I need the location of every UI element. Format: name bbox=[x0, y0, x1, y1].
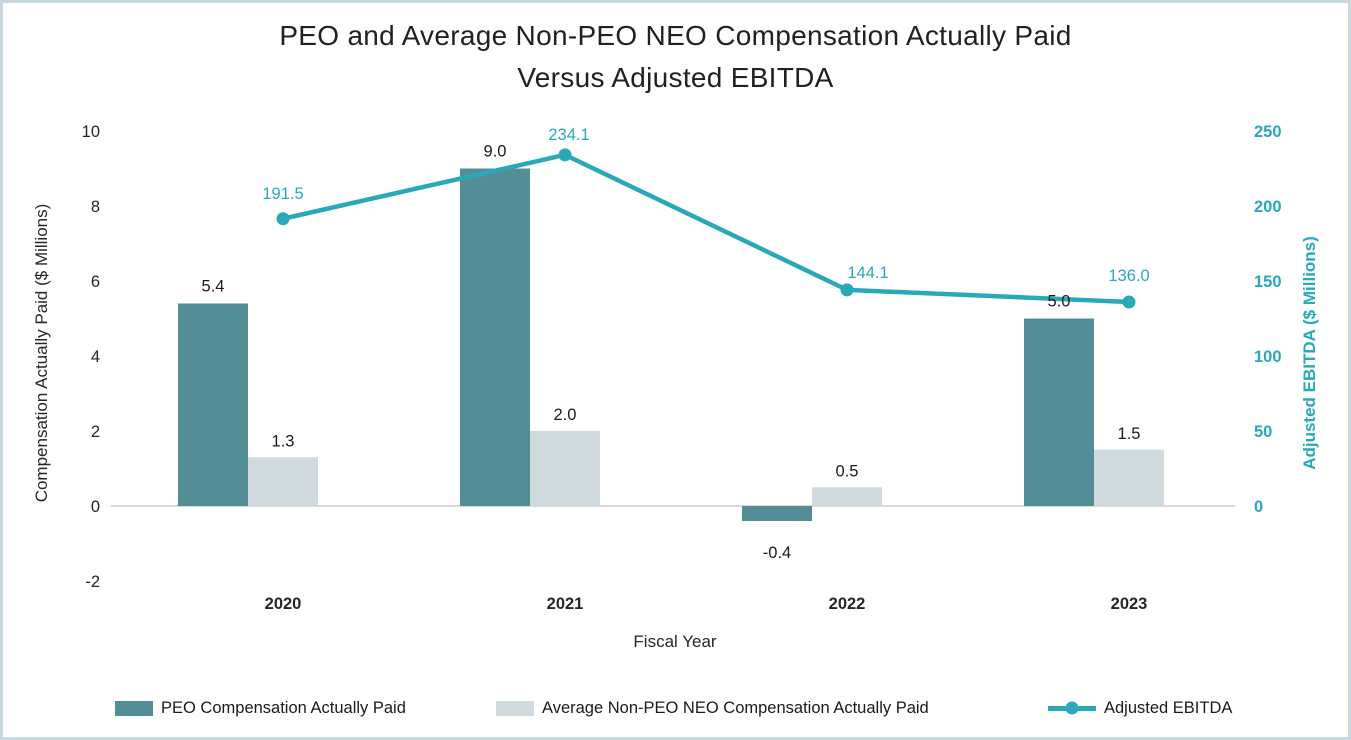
line-series bbox=[276, 148, 1136, 309]
bar-non-peo-2022 bbox=[812, 487, 882, 506]
ebitda-marker-2020 bbox=[276, 212, 290, 226]
bar-non-peo-2021 bbox=[530, 431, 600, 506]
left-axis-tick-0: 0 bbox=[91, 498, 100, 516]
legend-label-peo: PEO Compensation Actually Paid bbox=[161, 698, 406, 717]
bar-peo-2020 bbox=[178, 303, 248, 506]
bar-label-peo-2022: -0.4 bbox=[763, 544, 791, 562]
chart-title: PEO and Average Non-PEO NEO Compensation… bbox=[3, 15, 1348, 99]
x-axis-title: Fiscal Year bbox=[633, 632, 716, 651]
chart-legend: PEO Compensation Actually Paid Average N… bbox=[3, 692, 1348, 724]
line-label-ebitda-2022: 144.1 bbox=[847, 264, 888, 282]
combo-chart-canvas: 10 8 6 4 2 0 -2 250 200 150 100 50 0 5.4 1.3 9.0 2.0 -0.… bbox=[32, 123, 1319, 651]
bar-peo-2021 bbox=[460, 168, 530, 506]
chart-title-line1: PEO and Average Non-PEO NEO Compensation… bbox=[279, 20, 1072, 51]
ebitda-line bbox=[282, 152, 1130, 305]
year-label-2022: 2022 bbox=[829, 595, 866, 613]
line-label-ebitda-2023: 136.0 bbox=[1108, 267, 1149, 285]
ebitda-line-swatch bbox=[1048, 701, 1096, 715]
peo-bar-swatch bbox=[115, 700, 153, 716]
ebitda-marker-2023 bbox=[1122, 295, 1136, 309]
axis-ticks: 10 8 6 4 2 0 -2 250 200 150 100 50 0 bbox=[82, 123, 1282, 591]
bar-label-peo-2020: 5.4 bbox=[202, 278, 225, 296]
bar-label-peo-2021: 9.0 bbox=[484, 143, 507, 161]
non-peo-bar-swatch bbox=[496, 700, 534, 716]
bar-non-peo-2020 bbox=[248, 457, 318, 506]
right-axis-tick-250: 250 bbox=[1254, 123, 1282, 141]
year-label-2021: 2021 bbox=[547, 595, 584, 613]
left-axis-tick-2: 2 bbox=[91, 423, 100, 441]
data-labels: 5.4 1.3 9.0 2.0 -0.4 0.5 5.0 1.5 191.5 234.1 144.1… bbox=[202, 126, 1150, 562]
left-axis-tick--2: -2 bbox=[85, 573, 100, 591]
legend-item-non-peo-compensation: Average Non-PEO NEO Compensation Actuall… bbox=[496, 692, 929, 724]
category-labels: 2020 2021 2022 2023 bbox=[265, 595, 1148, 613]
bar-peo-2022 bbox=[742, 506, 812, 521]
left-axis-tick-10: 10 bbox=[82, 123, 100, 141]
right-axis-title: Adjusted EBITDA ($ Millions) bbox=[1300, 236, 1319, 470]
year-label-2023: 2023 bbox=[1111, 595, 1148, 613]
bar-series bbox=[178, 168, 1164, 521]
right-axis-tick-0: 0 bbox=[1254, 498, 1263, 516]
left-axis-title: Compensation Actually Paid ($ Millions) bbox=[32, 204, 51, 503]
ebitda-marker-2022 bbox=[840, 283, 854, 297]
legend-label-non-peo: Average Non-PEO NEO Compensation Actuall… bbox=[542, 698, 929, 717]
bar-label-peo-2023: 5.0 bbox=[1048, 293, 1071, 311]
bar-label-non-peo-2022: 0.5 bbox=[836, 462, 859, 480]
left-axis-tick-6: 6 bbox=[91, 273, 100, 291]
right-axis-tick-50: 50 bbox=[1254, 423, 1272, 441]
right-axis-tick-100: 100 bbox=[1254, 348, 1282, 366]
left-axis-tick-4: 4 bbox=[91, 348, 100, 366]
line-label-ebitda-2021: 234.1 bbox=[548, 126, 589, 144]
right-axis-tick-150: 150 bbox=[1254, 273, 1282, 291]
ebitda-marker-2021 bbox=[558, 148, 572, 162]
bar-label-non-peo-2023: 1.5 bbox=[1118, 425, 1141, 443]
bar-label-non-peo-2021: 2.0 bbox=[554, 406, 577, 424]
right-axis-tick-200: 200 bbox=[1254, 198, 1282, 216]
legend-label-ebitda: Adjusted EBITDA bbox=[1104, 698, 1233, 717]
legend-item-adjusted-ebitda: Adjusted EBITDA bbox=[1048, 692, 1232, 724]
year-label-2020: 2020 bbox=[265, 595, 302, 613]
left-axis-tick-8: 8 bbox=[91, 198, 100, 216]
line-label-ebitda-2020: 191.5 bbox=[262, 185, 303, 203]
bar-peo-2023 bbox=[1024, 318, 1094, 506]
ebitda-marker-swatch bbox=[1065, 701, 1079, 715]
legend-item-peo-compensation: PEO Compensation Actually Paid bbox=[115, 692, 406, 724]
bar-non-peo-2023 bbox=[1094, 449, 1164, 506]
bar-label-non-peo-2020: 1.3 bbox=[272, 432, 295, 450]
chart-title-line2: Versus Adjusted EBITDA bbox=[517, 62, 834, 93]
